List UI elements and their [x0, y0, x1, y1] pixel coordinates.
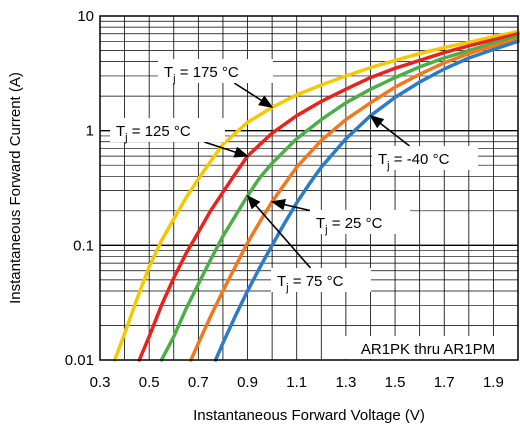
x-tick-label: 1.9 [483, 374, 504, 391]
y-axis-label: Instantaneous Forward Current (A) [7, 72, 24, 304]
y-tick-label: 10 [77, 8, 94, 25]
x-tick-label: 1.7 [434, 374, 455, 391]
annotation-box: AR1PK thru AR1PM [338, 336, 517, 359]
x-axis-label: Instantaneous Forward Voltage (V) [193, 407, 425, 424]
y-tick-label: 1 [86, 123, 94, 140]
x-tick-label: 0.7 [188, 374, 209, 391]
x-tick-label: 0.9 [237, 374, 258, 391]
callout-arrow [248, 196, 311, 268]
x-tick-label: 1.3 [335, 374, 356, 391]
y-tick-label: 0.01 [65, 352, 94, 369]
x-tick-label: 0.3 [90, 374, 111, 391]
x-tick-label: 1.1 [286, 374, 307, 391]
y-tick-label: 0.1 [73, 237, 94, 254]
series-line [162, 37, 519, 360]
series-line [216, 41, 518, 360]
y-axis-ticks: 0.01 0.1 1 10 [65, 8, 94, 369]
callout-arrow [234, 83, 272, 107]
x-axis-ticks: 0.3 0.5 0.7 0.9 1.1 1.3 1.5 1.7 1.9 [90, 374, 504, 391]
x-tick-label: 0.5 [139, 374, 160, 391]
x-tick-label: 1.5 [385, 374, 406, 391]
callout-arrow [204, 142, 247, 156]
annotation-text: AR1PK thru AR1PM [361, 341, 495, 358]
